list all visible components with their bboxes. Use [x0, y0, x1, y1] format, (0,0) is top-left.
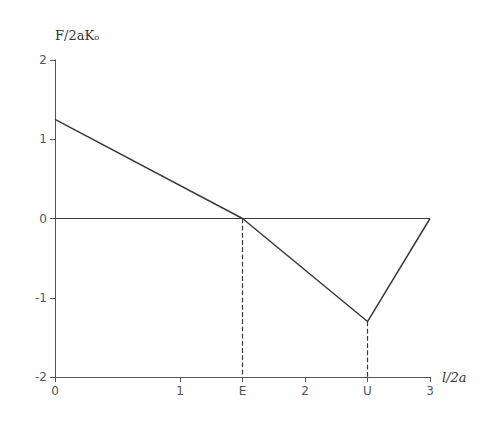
svg-text:E: E: [239, 384, 247, 398]
svg-text:1: 1: [176, 384, 184, 398]
svg-text:2: 2: [301, 384, 309, 398]
svg-text:2: 2: [39, 53, 47, 67]
svg-text:l/2a: l/2a: [442, 370, 467, 385]
svg-text:-1: -1: [35, 291, 47, 305]
svg-text:0: 0: [39, 212, 47, 226]
svg-text:1: 1: [39, 132, 47, 146]
svg-text:F/2aKₒ: F/2aKₒ: [55, 28, 99, 43]
svg-text:U: U: [363, 384, 372, 398]
svg-text:0: 0: [51, 384, 59, 398]
svg-text:-2: -2: [35, 370, 47, 384]
svg-text:3: 3: [426, 384, 434, 398]
